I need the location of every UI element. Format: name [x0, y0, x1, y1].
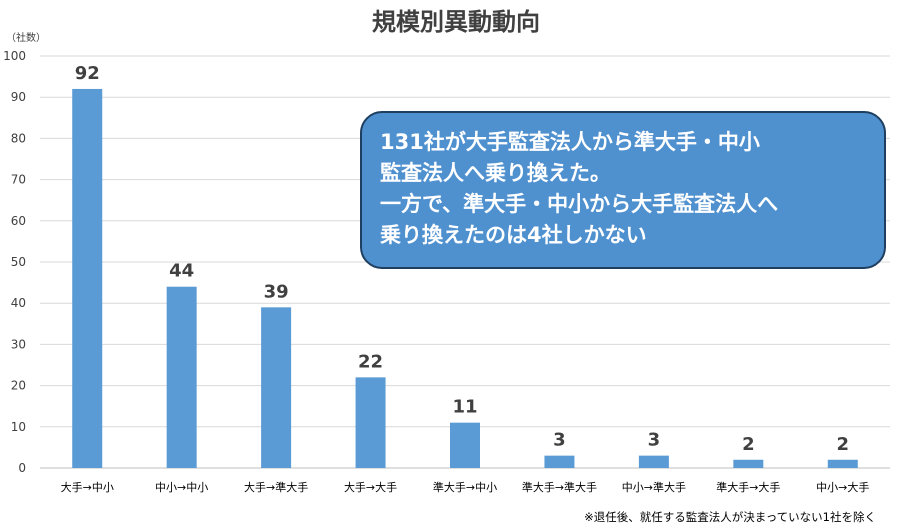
chart-title: 規模別異動動向 [372, 8, 540, 36]
x-tick-label: 大手→大手 [344, 480, 397, 494]
x-tick-label: 大手→準大手 [244, 480, 308, 494]
x-tick-label: 中小→準大手 [622, 480, 686, 494]
y-tick-label: 0 [18, 461, 26, 475]
callout-line: 131社が大手監査法人から準大手・中小 [380, 130, 760, 154]
x-tick-label: 準大手→中小 [433, 480, 497, 494]
bar [450, 422, 480, 468]
footnote: ※退任後、就任する監査法人が決まっていない1社を除く [584, 510, 876, 524]
y-tick-label: 50 [11, 255, 26, 269]
y-tick-label: 10 [11, 420, 26, 434]
x-tick-label: 準大手→準大手 [522, 480, 597, 494]
y-tick-label: 70 [11, 173, 26, 187]
y-axis-unit-label: （社数） [6, 31, 46, 44]
y-tick-label: 90 [11, 90, 26, 104]
bar [166, 286, 197, 468]
y-tick-label: 100 [3, 49, 26, 63]
x-tick-label: 中小→大手 [816, 480, 869, 494]
data-label: 22 [358, 351, 383, 372]
y-tick-label: 80 [11, 131, 26, 145]
bar [638, 455, 669, 468]
data-label: 2 [742, 434, 755, 455]
y-axis-ticks: 0 10 20 30 40 50 60 70 80 90 100 [3, 49, 26, 475]
callout-line: 監査法人へ乗り換えた。 [380, 161, 611, 185]
data-label: 92 [75, 63, 100, 84]
data-label: 3 [553, 430, 566, 451]
y-tick-label: 40 [11, 296, 26, 310]
bar [261, 307, 292, 468]
bar [544, 455, 575, 468]
data-label: 2 [837, 434, 850, 455]
bar [355, 377, 386, 468]
data-label: 3 [648, 430, 661, 451]
callout-line: 一方で、準大手・中小から大手監査法人へ [380, 192, 779, 216]
x-tick-label: 中小→中小 [155, 481, 208, 494]
bar [733, 459, 764, 468]
callout-box: 131社が大手監査法人から準大手・中小 監査法人へ乗り換えた。 一方で、準大手・… [360, 111, 886, 269]
data-label: 39 [264, 281, 289, 302]
bar [72, 88, 103, 469]
callout-line: 乗り換えたのは4社しかない [380, 223, 647, 247]
bar [827, 459, 858, 468]
data-label: 44 [169, 261, 194, 282]
y-tick-label: 20 [11, 379, 26, 393]
y-tick-label: 60 [11, 214, 26, 228]
x-tick-label: 準大手→大手 [716, 480, 780, 494]
bars [72, 88, 858, 469]
y-tick-label: 30 [11, 337, 26, 351]
x-axis-ticks: 大手→中小 中小→中小 大手→準大手 大手→大手 準大手→中小 準大手→準大手 中小→準大手… [61, 480, 870, 494]
data-label: 11 [452, 397, 477, 418]
x-tick-label: 大手→中小 [61, 480, 114, 494]
